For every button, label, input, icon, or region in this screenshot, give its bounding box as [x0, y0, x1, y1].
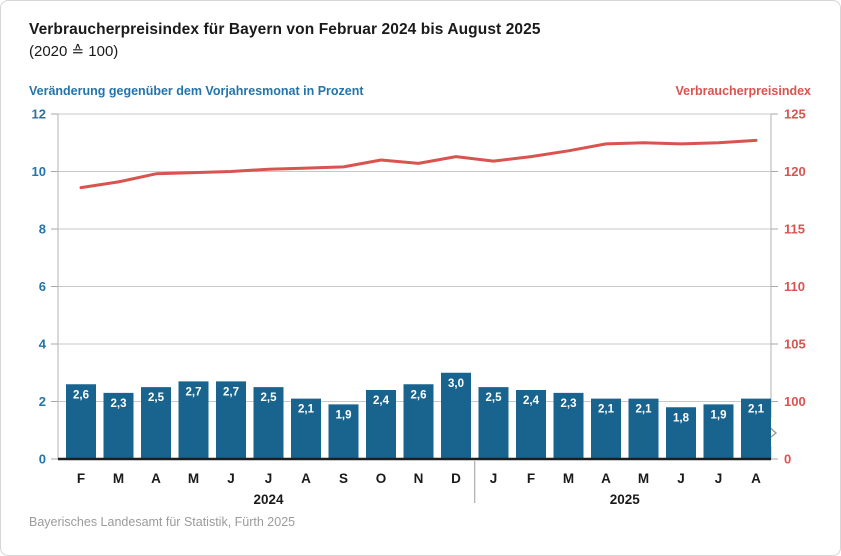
bar: [141, 387, 171, 459]
month-label: J: [677, 471, 685, 486]
bar: [628, 398, 659, 459]
bar-value-label: 2,1: [598, 404, 615, 416]
bar: [328, 404, 359, 459]
bar-value-label: 2,3: [111, 398, 127, 410]
bar: [253, 387, 284, 459]
bar-value-label: 2,7: [186, 386, 202, 398]
month-label: M: [188, 471, 199, 486]
bar: [403, 384, 434, 459]
bar: [178, 381, 209, 459]
bar-value-label: 2,4: [373, 395, 390, 407]
right-axis-title: Verbraucherpreisindex: [675, 84, 811, 98]
bar-value-label: 1,9: [711, 409, 727, 421]
right-axis-tick-label: 125: [784, 107, 806, 122]
bar-value-label: 2,6: [411, 389, 427, 401]
right-axis-tick-label: 100: [784, 394, 806, 409]
bar-value-label: 1,9: [336, 409, 352, 421]
year-label: 2025: [610, 492, 641, 507]
month-label: D: [451, 471, 461, 486]
bar: [666, 407, 696, 459]
right-axis-tick-label: 115: [784, 222, 805, 237]
year-label: 2024: [253, 492, 284, 507]
month-label: M: [113, 471, 124, 486]
left-axis-tick-label: 4: [39, 337, 47, 352]
bar: [478, 387, 509, 459]
bar: [103, 392, 134, 459]
bar-value-label: 2,4: [523, 395, 540, 407]
month-label: J: [265, 471, 273, 486]
month-label: M: [563, 471, 574, 486]
month-label: N: [414, 471, 424, 486]
bar-value-label: 2,6: [73, 389, 89, 401]
left-axis-title: Veränderung gegenüber dem Vorjahresmonat…: [29, 84, 364, 98]
bar: [703, 404, 734, 459]
month-label: J: [490, 471, 498, 486]
right-axis-tick-label: 120: [784, 164, 806, 179]
bar-value-label: 2,3: [561, 398, 577, 410]
left-axis-tick-label: 0: [39, 452, 46, 467]
left-axis-tick-label: 12: [32, 107, 46, 122]
bar-value-label: 2,5: [261, 392, 278, 404]
right-axis-tick-label: 110: [784, 279, 805, 294]
month-label: A: [751, 471, 761, 486]
month-label: A: [151, 471, 161, 486]
bar-value-label: 3,0: [448, 378, 464, 390]
index-line: [79, 138, 758, 190]
left-axis-tick-label: 10: [32, 164, 46, 179]
month-label: A: [301, 471, 311, 486]
month-label: F: [527, 471, 535, 486]
bar: [366, 390, 396, 459]
bar-value-label: 2,7: [223, 386, 239, 398]
source-note: Bayerisches Landesamt für Statistik, Für…: [29, 515, 296, 529]
bar: [741, 398, 771, 459]
bar-value-label: 1,8: [673, 412, 690, 424]
left-axis-tick-label: 2: [39, 394, 46, 409]
left-axis-tick-label: 6: [39, 279, 46, 294]
bar: [441, 372, 471, 459]
month-label: J: [715, 471, 723, 486]
month-label: A: [601, 471, 611, 486]
bar: [216, 381, 246, 459]
bar-value-label: 2,1: [636, 404, 653, 416]
bar-value-label: 2,1: [748, 404, 765, 416]
month-label: O: [376, 471, 387, 486]
bar: [291, 398, 321, 459]
bar: [516, 390, 546, 459]
page-title: Verbraucherpreisindex für Bayern von Feb…: [29, 21, 541, 38]
bar-value-label: 2,5: [486, 392, 503, 404]
chart-subtitle: (2020 ≙ 100): [29, 43, 119, 60]
left-axis-tick-label: 8: [39, 222, 46, 237]
month-label: F: [77, 471, 85, 486]
bar-value-label: 2,1: [298, 404, 315, 416]
bar: [553, 392, 584, 459]
bar: [591, 398, 621, 459]
month-label: J: [227, 471, 235, 486]
right-axis-tick-label: 105: [784, 337, 806, 352]
bar: [66, 384, 96, 459]
bar-value-label: 2,5: [148, 392, 165, 404]
month-label: M: [638, 471, 649, 486]
right-axis-tick-label: 0: [784, 452, 791, 467]
month-label: S: [339, 471, 348, 486]
